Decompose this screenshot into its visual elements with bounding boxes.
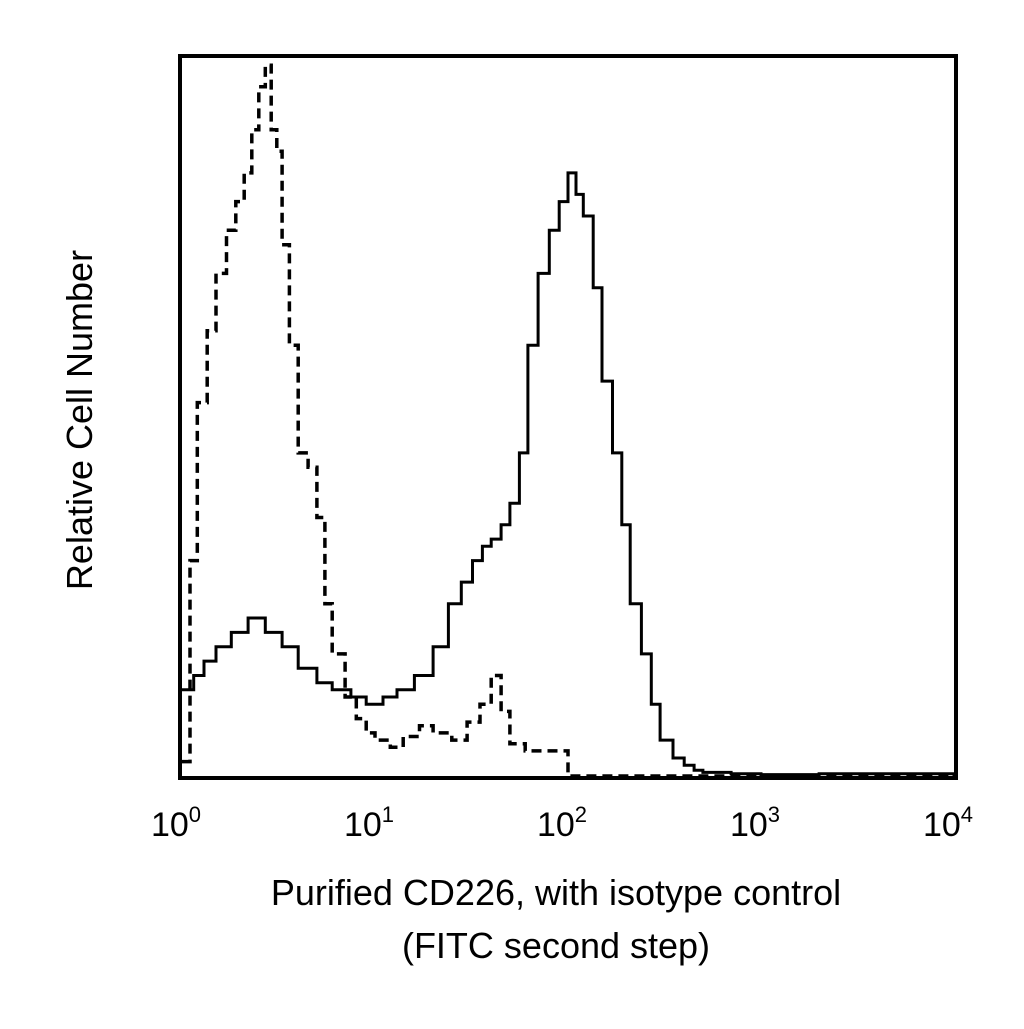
x-tick-labels: 100 101 102 103 104: [151, 802, 973, 844]
x-axis-label-line-1: Purified CD226, with isotype control: [271, 872, 841, 913]
x-tick-label: 102: [537, 802, 587, 844]
series-solid-line: [182, 171, 956, 777]
x-tick-label: 101: [344, 802, 394, 844]
series-layer: [182, 63, 956, 778]
x-tick-label: 104: [923, 802, 973, 844]
y-axis-label: Relative Cell Number: [59, 250, 100, 590]
x-tick-label: 103: [730, 802, 780, 844]
series-dashed-line: [182, 63, 954, 778]
x-tick-label: 100: [151, 802, 201, 844]
x-axis-label-line-2: (FITC second step): [402, 925, 710, 966]
plot-frame: [178, 54, 958, 780]
